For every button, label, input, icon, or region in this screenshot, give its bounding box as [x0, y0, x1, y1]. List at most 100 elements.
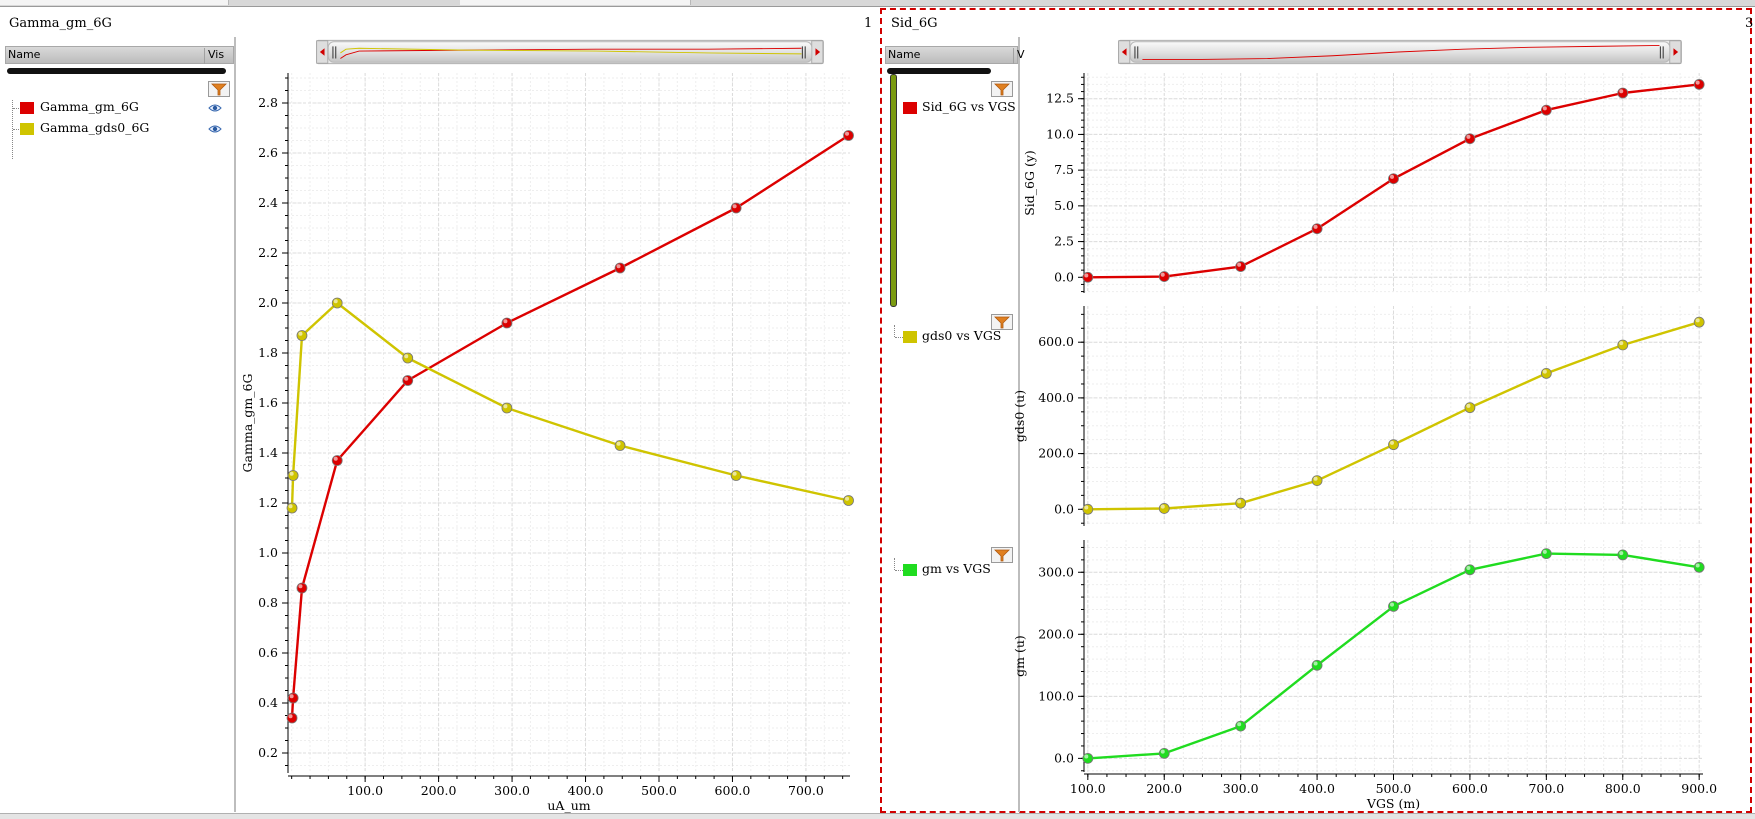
x-axis-label: uA_um [547, 798, 590, 813]
data-point-highlight [1619, 551, 1624, 556]
data-point-highlight [845, 496, 850, 501]
column-header-vis[interactable]: V [1013, 48, 1025, 64]
data-point [1388, 600, 1399, 612]
status-strip [0, 813, 1755, 819]
y-tick-label: 0.0 [1054, 501, 1074, 516]
y-axis-label: gds0 (u) [1012, 390, 1027, 442]
x-tick-label: 200.0 [1146, 781, 1182, 796]
data-point-highlight [1619, 89, 1624, 94]
data-point-highlight [616, 441, 621, 446]
y-tick-label: 1.4 [258, 445, 278, 460]
column-header-vis[interactable]: Vis [204, 48, 224, 64]
tree-branch [13, 108, 21, 109]
column-header-name[interactable]: Name [8, 48, 41, 61]
y-tick-label: 2.8 [258, 95, 278, 110]
y-tick-label: 2.5 [1054, 234, 1074, 249]
data-point [1082, 503, 1094, 515]
column-header-name[interactable]: Name [888, 48, 921, 61]
y-tick-label: 0.8 [258, 595, 278, 610]
data-point-highlight [1313, 224, 1318, 229]
data-point-highlight [1466, 134, 1471, 139]
data-point [286, 712, 298, 724]
vertical-scroll-thumb[interactable] [890, 74, 897, 307]
data-point [843, 130, 854, 141]
data-point-highlight [732, 204, 737, 209]
y-tick-label: 1.6 [258, 395, 278, 410]
x-tick-label: 600.0 [715, 783, 751, 798]
data-point-highlight [1160, 749, 1165, 754]
data-point-highlight [1084, 273, 1089, 278]
series-line [290, 134, 850, 719]
y-tick-label: 2.4 [258, 195, 278, 210]
y-tick-label: 0.6 [258, 645, 278, 660]
data-point-highlight [1542, 369, 1547, 374]
filter-icon[interactable] [991, 314, 1013, 330]
data-point [286, 502, 298, 514]
data-point [1693, 561, 1705, 573]
data-point [614, 440, 626, 451]
filter-icon[interactable] [991, 81, 1013, 97]
tree-branch [895, 570, 903, 571]
data-point-highlight [1084, 505, 1089, 510]
legend-scrollbar[interactable] [887, 68, 991, 74]
tree-line [12, 100, 13, 159]
data-point-highlight [333, 456, 338, 461]
eye-icon[interactable] [208, 124, 222, 134]
legend-header: Name V [885, 46, 1025, 64]
data-point [287, 692, 299, 704]
x-tick-label: 500.0 [641, 783, 677, 798]
window-tab-strip [0, 0, 1755, 7]
data-point [287, 470, 299, 481]
data-point [1311, 659, 1323, 671]
filter-icon[interactable] [991, 547, 1013, 563]
vgs-charts[interactable]: 0.0 2.5 5.0 7.5 10.0 12.5 Sid_6G (y) 0.0 200.0 40… [880, 8, 1755, 814]
data-point [843, 495, 854, 506]
y-axis-label: Gamma_gm_6G [240, 374, 255, 473]
data-point-highlight [1466, 403, 1471, 408]
y-axis-label: gm (u) [1012, 635, 1027, 677]
data-point-highlight [616, 264, 621, 269]
legend-scrollbar[interactable] [7, 68, 226, 74]
window-tab[interactable] [0, 0, 229, 5]
data-point [730, 470, 742, 481]
overview-slider[interactable] [1098, 38, 1702, 66]
data-point-highlight [1695, 563, 1700, 568]
x-tick-label: 100.0 [1070, 781, 1106, 796]
data-point [1464, 564, 1476, 576]
x-tick-label: 900.0 [1681, 781, 1717, 796]
data-point [1540, 104, 1552, 116]
data-point [1540, 367, 1552, 379]
y-tick-label: 0.2 [258, 745, 278, 760]
filter-icon[interactable] [208, 81, 230, 97]
overview-slider[interactable] [298, 38, 842, 66]
gamma-chart[interactable]: 0.2 0.4 0.6 0.8 1.0 1.2 1.4 1.6 1.8 2.0 2.2 2.4 2.6 2… [0, 8, 878, 814]
series-swatch-red [20, 102, 34, 114]
y-tick-label: 0.0 [1054, 269, 1074, 284]
data-point [1158, 503, 1170, 514]
data-point-highlight [1542, 106, 1547, 111]
legend-pane: Name V Sid_6G vs VGS gds0 vs VGS [885, 37, 1025, 812]
series-swatch-yellow [20, 123, 34, 135]
panel-number: 1 [864, 16, 873, 31]
data-point [614, 262, 626, 274]
data-point-highlight [1237, 722, 1242, 727]
legend-item-label: gm vs VGS [922, 561, 991, 576]
data-point-highlight [1084, 754, 1089, 759]
data-point [1617, 339, 1629, 351]
data-point-highlight [1466, 565, 1471, 570]
eye-icon[interactable] [208, 103, 222, 113]
y-tick-label: 600.0 [1038, 334, 1074, 349]
data-point-highlight [333, 299, 338, 304]
x-tick-label: 600.0 [1452, 781, 1488, 796]
y-tick-label: 300.0 [1038, 564, 1074, 579]
data-point [296, 582, 308, 594]
data-point [1311, 475, 1323, 487]
panel-title: Gamma_gm_6G [9, 16, 112, 31]
window-tab[interactable] [460, 0, 691, 5]
y-tick-label: 1.2 [258, 495, 278, 510]
data-point [1311, 223, 1323, 235]
x-axis-label: VGS (m) [1366, 796, 1420, 811]
data-point [296, 330, 308, 341]
legend-item-label: Sid_6G vs VGS [922, 99, 1016, 114]
y-tick-label: 1.0 [258, 545, 278, 560]
